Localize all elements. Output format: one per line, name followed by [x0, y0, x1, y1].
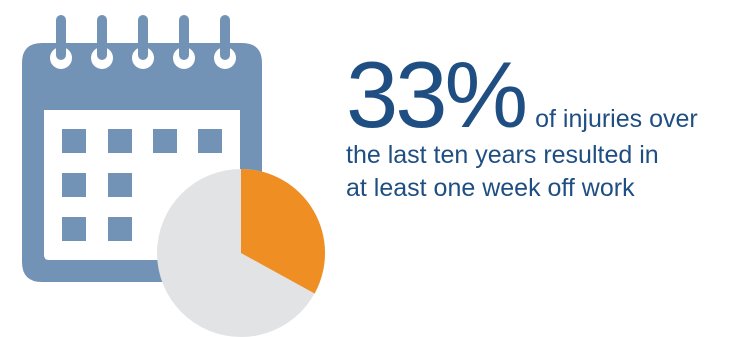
stat-text-line: at least one week off work: [346, 173, 635, 202]
stat-headline: 33% of injuries over: [346, 42, 726, 147]
stat-block: 33% of injuries over the last ten years …: [346, 42, 726, 204]
ring: [214, 15, 236, 69]
ring: [173, 15, 195, 69]
ring: [132, 15, 154, 69]
stat-text-line: of injuries over: [535, 105, 698, 133]
calendar-day: [108, 173, 132, 197]
calendar-day: [62, 217, 86, 241]
calendar-day: [108, 129, 132, 153]
calendar-day: [62, 129, 86, 153]
calendar-icon: [22, 15, 326, 337]
calendar-day: [198, 129, 222, 153]
calendar-days: [62, 129, 222, 241]
pie-highlight-slice: [241, 169, 326, 294]
ring: [50, 15, 72, 69]
calendar-day: [108, 217, 132, 241]
calendar-day: [153, 129, 177, 153]
calendar-day: [62, 173, 86, 197]
binder-rings: [50, 15, 236, 69]
ring: [91, 15, 113, 69]
stat-percent: 33%: [346, 42, 528, 147]
calendar-frame: [22, 43, 262, 282]
pie-chart-icon: [157, 169, 326, 337]
stat-text-line: the last ten years resulted in: [346, 141, 659, 170]
